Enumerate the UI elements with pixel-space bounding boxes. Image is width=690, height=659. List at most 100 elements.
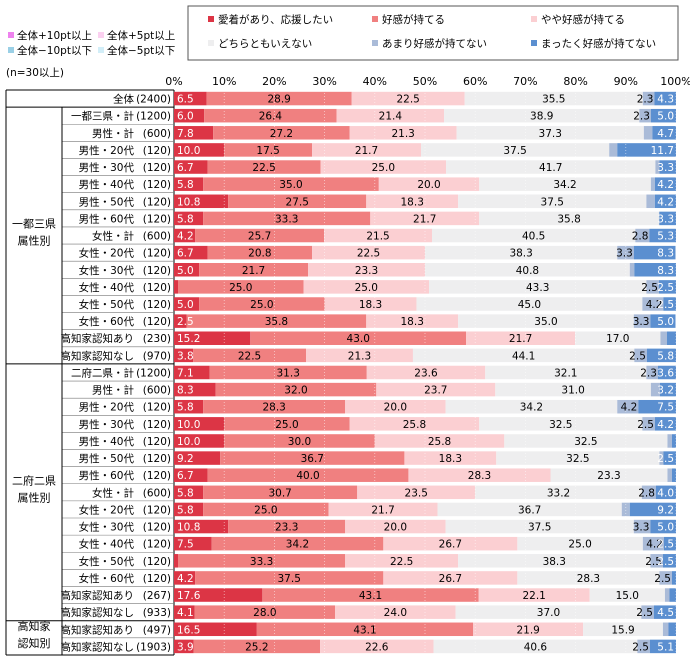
- bar-segment: [458, 194, 647, 209]
- bar-segment: [312, 143, 421, 157]
- data-label: 34.2: [553, 179, 576, 191]
- data-label: 22.1: [522, 590, 545, 602]
- x-tick-label: 40%: [363, 75, 387, 88]
- bar-segment: [174, 331, 251, 345]
- bar-segment: [432, 228, 636, 243]
- significance-legend-swatch: [98, 47, 104, 53]
- bar-segment: [370, 211, 480, 226]
- bar-segment: [174, 91, 207, 106]
- data-label: 34.2: [286, 539, 309, 551]
- data-label: 4.2: [646, 299, 663, 311]
- bar-segment: [437, 502, 622, 517]
- bar-segment: [650, 382, 660, 397]
- row-label: 女性・50代: [79, 298, 135, 311]
- bar-segment: [195, 571, 384, 585]
- data-label: 22.5: [238, 350, 261, 362]
- data-label: 26.7: [439, 573, 462, 585]
- row-label: 女性・60代: [79, 315, 135, 328]
- data-label: 40.0: [296, 470, 319, 482]
- bar-segment: [654, 417, 676, 431]
- data-label: 4.5: [657, 607, 674, 619]
- data-label: 20.0: [384, 522, 407, 534]
- row-label: 男性・30代: [79, 161, 135, 174]
- data-label: 5.3: [657, 231, 674, 243]
- grid: [5, 89, 175, 656]
- data-label: 21.7: [371, 504, 394, 516]
- bar-segment: [659, 160, 676, 174]
- data-label: 5.8: [177, 213, 194, 225]
- bar-segment: [204, 108, 337, 123]
- bar-segment: [366, 194, 459, 209]
- bar-segment: [203, 502, 329, 517]
- bar-segment: [446, 160, 656, 174]
- bar-segment: [671, 468, 676, 482]
- bar-segment: [349, 126, 457, 140]
- bar-segment: [349, 417, 480, 431]
- bar-segment: [654, 177, 676, 191]
- row-sample-size: (120): [143, 196, 171, 208]
- series-legend-label: 愛着があり、応援したい: [218, 13, 333, 26]
- data-label: 22.5: [396, 94, 419, 106]
- row-label: 二府二県・計: [71, 366, 134, 379]
- data-label: 8.3: [657, 248, 674, 260]
- bar-segment: [456, 126, 644, 140]
- data-label: 9.2: [177, 453, 194, 465]
- row-label: 男性・計: [92, 384, 134, 397]
- bar-segment: [583, 622, 663, 637]
- bar-segment: [668, 622, 676, 637]
- bar-segment: [575, 331, 661, 345]
- row-sample-size: (120): [143, 316, 171, 328]
- bar-segment: [650, 177, 655, 191]
- row-label: 全体: [113, 93, 134, 106]
- bar-segment: [637, 639, 650, 654]
- bar-segment: [345, 519, 446, 534]
- bar-segment: [174, 417, 225, 431]
- data-label: 7.5: [177, 539, 194, 551]
- data-label: 2.3: [640, 367, 657, 379]
- bar-segment: [203, 211, 371, 226]
- bar-segment: [504, 434, 668, 448]
- bar-segment: [366, 314, 459, 328]
- data-label: 11.7: [651, 145, 674, 157]
- bar-segment: [374, 434, 505, 448]
- bar-segment: [174, 571, 196, 585]
- bar-segment: [312, 245, 425, 260]
- data-label: 15.9: [611, 624, 634, 636]
- bar-segment: [635, 228, 650, 243]
- bar-segment: [657, 365, 676, 380]
- bar-segment: [378, 177, 480, 191]
- data-label: 28.3: [262, 402, 285, 414]
- data-label: 7.5: [657, 402, 674, 414]
- data-label: 5.8: [177, 487, 194, 499]
- bar-segment: [660, 331, 667, 345]
- data-label: 3.6: [657, 367, 674, 379]
- series-legend-swatch: [208, 16, 214, 22]
- data-label: 21.5: [366, 231, 389, 243]
- bar-segment: [642, 91, 655, 106]
- data-label: 5.8: [177, 179, 194, 191]
- bar-segment: [199, 263, 309, 277]
- bar-segment: [643, 126, 653, 140]
- data-label: 3.3: [657, 213, 674, 225]
- data-label: 30.0: [288, 436, 311, 448]
- bar-segment: [633, 519, 651, 534]
- data-label: 5.8: [177, 402, 194, 414]
- bar-segment: [174, 228, 196, 243]
- series-legend-label: やや好感が持てる: [541, 13, 625, 26]
- data-label: 15.0: [616, 590, 639, 602]
- bar-segment: [662, 554, 676, 568]
- data-label: 5.1: [657, 641, 674, 653]
- data-label: 10.0: [177, 145, 200, 157]
- row-sample-size: (120): [143, 213, 171, 225]
- x-axis: 0% 10% 20% 30% 40% 50% 60% 70% 80% 90% 100%: [165, 75, 690, 88]
- bar-segment: [174, 245, 208, 260]
- bar-segment: [496, 451, 660, 465]
- data-label: 6.7: [177, 470, 194, 482]
- x-tick-label: 80%: [563, 75, 587, 88]
- data-label: 24.0: [384, 607, 407, 619]
- data-label: 4.3: [657, 94, 674, 106]
- data-label: 25.0: [275, 419, 298, 431]
- bar-segment: [195, 228, 325, 243]
- bar-segment: [667, 468, 672, 482]
- row-label: 女性・50代: [79, 555, 135, 568]
